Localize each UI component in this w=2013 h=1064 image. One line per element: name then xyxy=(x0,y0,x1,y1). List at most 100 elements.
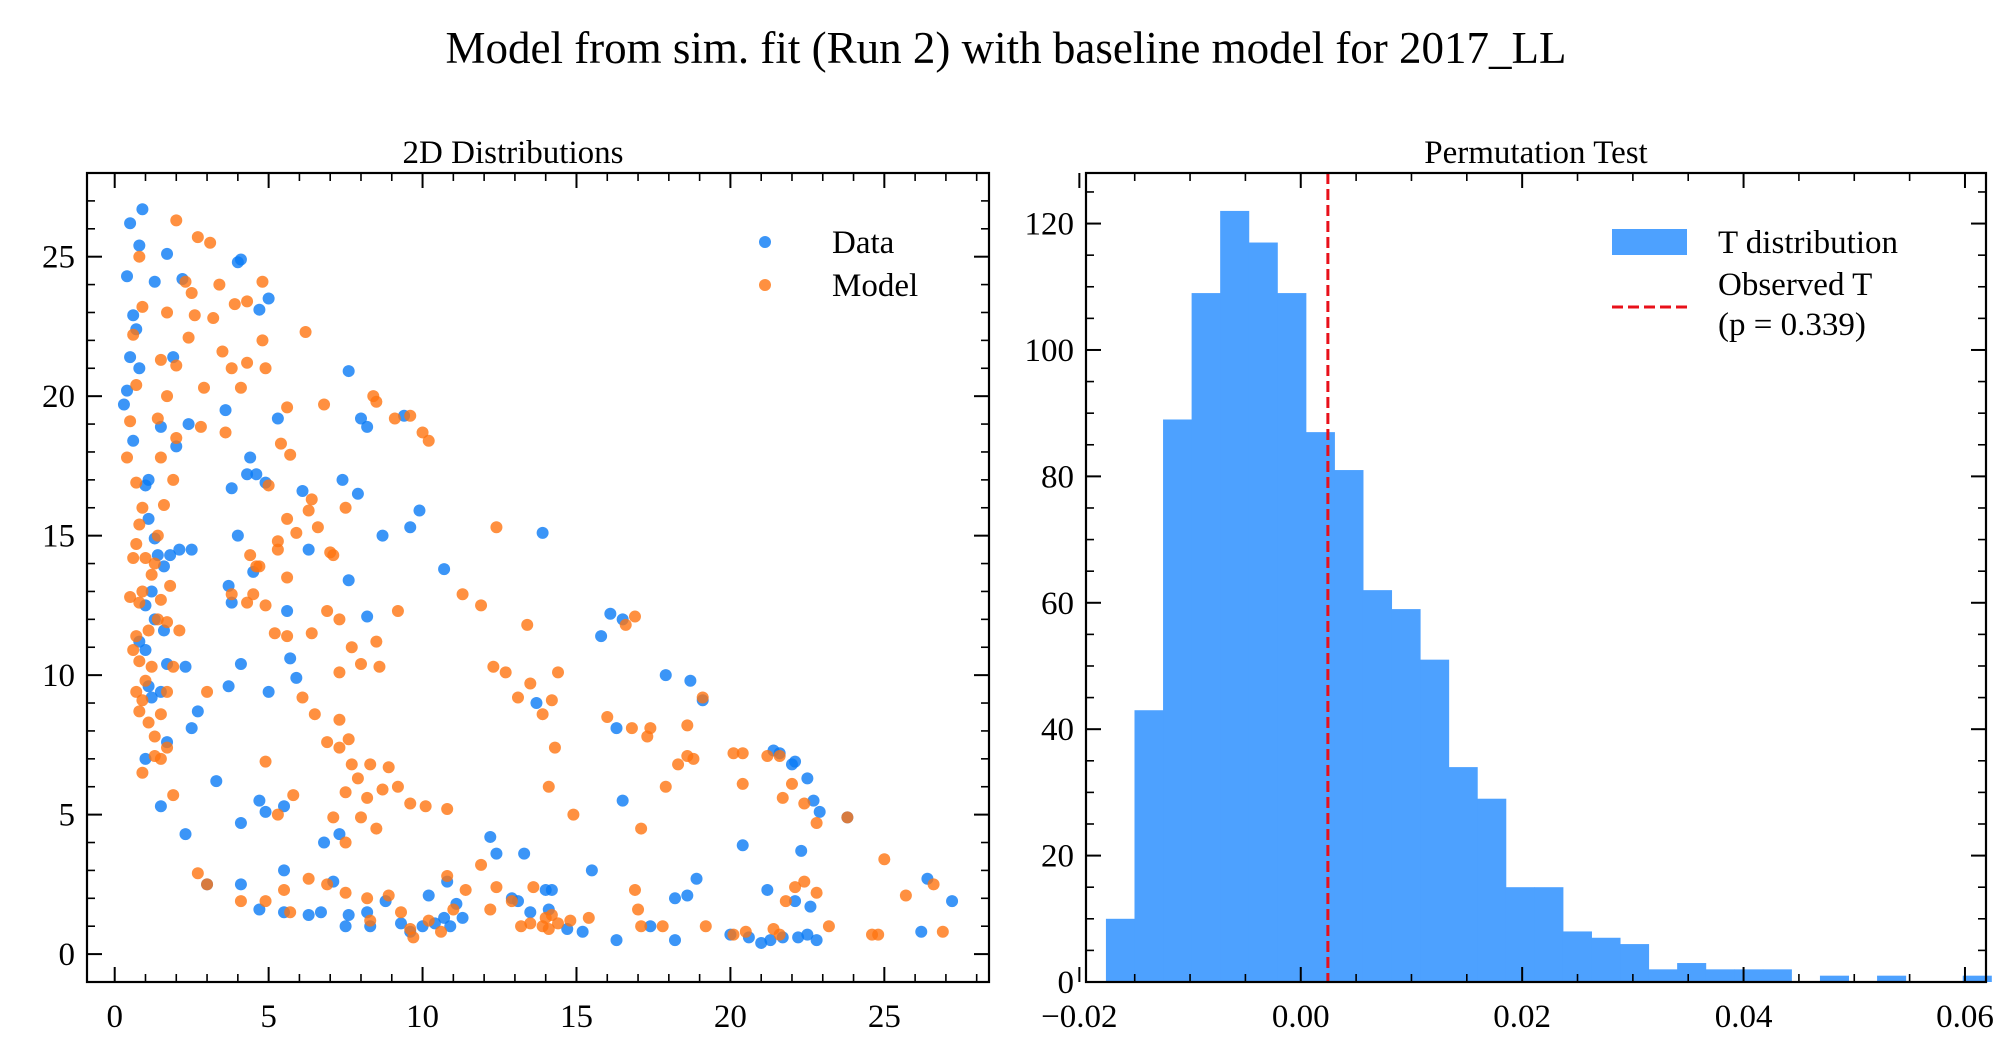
model-point xyxy=(311,521,324,534)
data-point xyxy=(422,889,435,902)
model-point xyxy=(164,579,177,592)
model-point xyxy=(133,596,146,609)
model-point xyxy=(318,398,331,411)
data-point xyxy=(789,755,802,768)
model-point xyxy=(219,426,232,439)
model-point xyxy=(278,883,291,896)
model-point xyxy=(447,903,460,916)
model-point xyxy=(536,708,549,721)
x-tick-label: 0.06 xyxy=(1936,999,1994,1035)
histogram-plot-frame xyxy=(1084,171,1988,984)
x-tick-label: 0.04 xyxy=(1715,999,1773,1035)
model-point xyxy=(687,752,700,765)
model-point xyxy=(139,551,152,564)
model-point xyxy=(136,501,149,514)
model-point xyxy=(130,379,143,392)
model-point xyxy=(475,858,488,871)
model-point xyxy=(499,666,512,679)
model-point xyxy=(681,719,694,732)
data-point xyxy=(219,404,232,417)
histogram-bar xyxy=(1220,210,1250,982)
data-point xyxy=(225,482,238,495)
model-point xyxy=(151,412,164,425)
model-point xyxy=(810,886,823,899)
model-point xyxy=(422,434,435,447)
data-point xyxy=(148,275,161,288)
model-point xyxy=(354,811,367,824)
data-point xyxy=(530,697,543,710)
model-point xyxy=(124,591,137,604)
model-point xyxy=(475,599,488,612)
model-point xyxy=(234,381,247,394)
model-point xyxy=(250,560,263,573)
model-point xyxy=(382,761,395,774)
histogram-bar xyxy=(1277,293,1307,982)
y-tick-label: 40 xyxy=(1041,712,1074,748)
model-point xyxy=(524,677,537,690)
scatter-legend: Data Model xyxy=(759,225,918,304)
model-point xyxy=(130,476,143,489)
model-point xyxy=(776,791,789,804)
data-point xyxy=(764,934,777,947)
model-point xyxy=(699,920,712,933)
data-point xyxy=(490,847,503,860)
data-point xyxy=(354,412,367,425)
data-point xyxy=(484,830,497,843)
model-point xyxy=(822,920,835,933)
model-point xyxy=(487,660,500,673)
data-point xyxy=(124,351,137,364)
model-point xyxy=(296,691,309,704)
data-point xyxy=(154,800,167,813)
model-point xyxy=(130,630,143,643)
y-tick-label: 20 xyxy=(42,379,75,415)
model-point xyxy=(441,803,454,816)
model-point xyxy=(142,624,155,637)
model-point xyxy=(161,741,174,754)
data-point xyxy=(761,883,774,896)
data-point xyxy=(595,630,608,643)
data-point xyxy=(413,504,426,517)
histogram-bar xyxy=(1705,969,1735,982)
legend-patch xyxy=(1612,229,1687,255)
model-point xyxy=(145,568,158,581)
model-point xyxy=(281,401,294,414)
histogram-bar xyxy=(1962,975,1992,982)
y-tick-label: 10 xyxy=(42,658,75,694)
data-point xyxy=(278,800,291,813)
model-point xyxy=(696,691,709,704)
model-point xyxy=(736,747,749,760)
x-tick-label: 0.00 xyxy=(1272,999,1330,1035)
model-point xyxy=(259,362,272,375)
histogram-bar xyxy=(1448,767,1478,982)
histogram-bar xyxy=(1134,710,1164,982)
model-point xyxy=(170,214,183,227)
model-point xyxy=(130,685,143,698)
model-point xyxy=(302,504,315,517)
data-point xyxy=(792,931,805,944)
model-point xyxy=(170,432,183,445)
data-point xyxy=(133,239,146,252)
data-point xyxy=(133,362,146,375)
model-point xyxy=(191,231,204,244)
data-point xyxy=(244,451,257,464)
model-point xyxy=(441,869,454,882)
model-point xyxy=(333,666,346,679)
model-point xyxy=(148,557,161,570)
data-point xyxy=(121,384,134,397)
data-point xyxy=(438,563,451,576)
data-point xyxy=(302,543,315,556)
model-point xyxy=(299,326,312,339)
histogram-bar xyxy=(1734,969,1764,982)
y-tick-label: 60 xyxy=(1041,586,1074,622)
model-point xyxy=(130,538,143,551)
data-point xyxy=(684,674,697,687)
data-point xyxy=(179,828,192,841)
model-point xyxy=(241,596,254,609)
model-point xyxy=(773,750,786,763)
scatter-points xyxy=(117,203,959,949)
histogram-legend: T distribution Observed T (p = 0.339) xyxy=(1612,225,1898,343)
model-point xyxy=(151,613,164,626)
data-point xyxy=(139,479,152,492)
model-point xyxy=(185,286,198,299)
